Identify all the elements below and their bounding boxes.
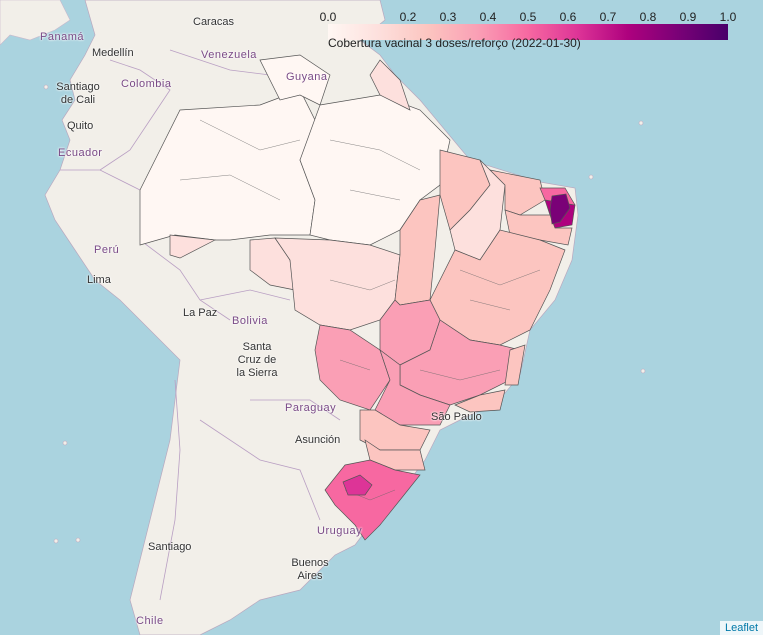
legend-tick: 0.2: [399, 10, 417, 24]
region-parana[interactable]: [359, 409, 431, 451]
island: [640, 368, 646, 374]
island: [638, 120, 644, 126]
island: [75, 537, 81, 543]
label-santiago: Santiago: [148, 541, 192, 553]
label-bolivia: Bolivia: [232, 315, 268, 327]
legend-tick: 0.6: [559, 10, 577, 24]
region-espirito-santo[interactable]: [504, 344, 526, 386]
legend-gradient: [328, 24, 728, 40]
region-sao-paulo[interactable]: [374, 349, 451, 426]
label-uruguay: Uruguay: [317, 525, 363, 537]
region-rio-de-janeiro[interactable]: [454, 389, 506, 413]
region-amapa[interactable]: [369, 59, 411, 111]
legend-tick: 0.9: [679, 10, 697, 24]
brazil-choropleth: [139, 54, 576, 541]
label-venezuela: Venezuela: [201, 49, 257, 61]
label-paraguay: Paraguay: [285, 402, 337, 414]
central-america-land: [0, 0, 71, 46]
color-legend: 0.0 0.2 0.3 0.4 0.5 0.6 0.7 0.8 0.9 1.0 Cobertura…: [319, 6, 740, 50]
region-highlight-south: [342, 474, 373, 496]
label-cali: Santiago de Cali: [56, 81, 100, 106]
legend-tick: 0.0: [319, 10, 337, 24]
island: [43, 84, 49, 90]
label-peru: Perú: [94, 244, 120, 256]
label-la-paz: La Paz: [183, 307, 218, 319]
attribution-link[interactable]: Leaflet: [719, 621, 763, 635]
label-lima: Lima: [87, 274, 111, 286]
label-asuncion: Asunción: [295, 434, 341, 446]
legend-tick: 0.7: [599, 10, 617, 24]
country-borders: [60, 49, 341, 601]
island: [62, 440, 68, 446]
label-santa-cruz: Santa Cruz de la Sierra: [236, 341, 278, 379]
region-acre[interactable]: [169, 234, 217, 259]
legend-tick: 0.5: [519, 10, 537, 24]
legend-tick: 1.0: [719, 10, 737, 24]
label-sao-paulo: São Paulo: [431, 411, 482, 423]
label-guyana: Guyana: [286, 71, 328, 83]
label-quito: Quito: [67, 120, 94, 132]
legend-tick: 0.4: [479, 10, 497, 24]
island: [53, 538, 59, 544]
label-ecuador: Ecuador: [58, 147, 103, 159]
label-chile: Chile: [136, 615, 164, 627]
label-panama: Panamá: [40, 31, 84, 43]
label-colombia: Colombia: [121, 78, 172, 90]
label-medellin: Medellín: [92, 47, 134, 59]
legend-tick: 0.3: [439, 10, 457, 24]
label-buenos-aires: Buenos Aires: [291, 557, 329, 582]
island: [588, 174, 594, 180]
legend-tick: 0.8: [639, 10, 657, 24]
legend-caption: Cobertura vacinal 3 doses/reforço (2022-…: [328, 36, 581, 50]
label-caracas: Caracas: [193, 16, 234, 28]
legend-colorbar: [328, 24, 728, 40]
region-highlight-northeast: [549, 193, 571, 225]
